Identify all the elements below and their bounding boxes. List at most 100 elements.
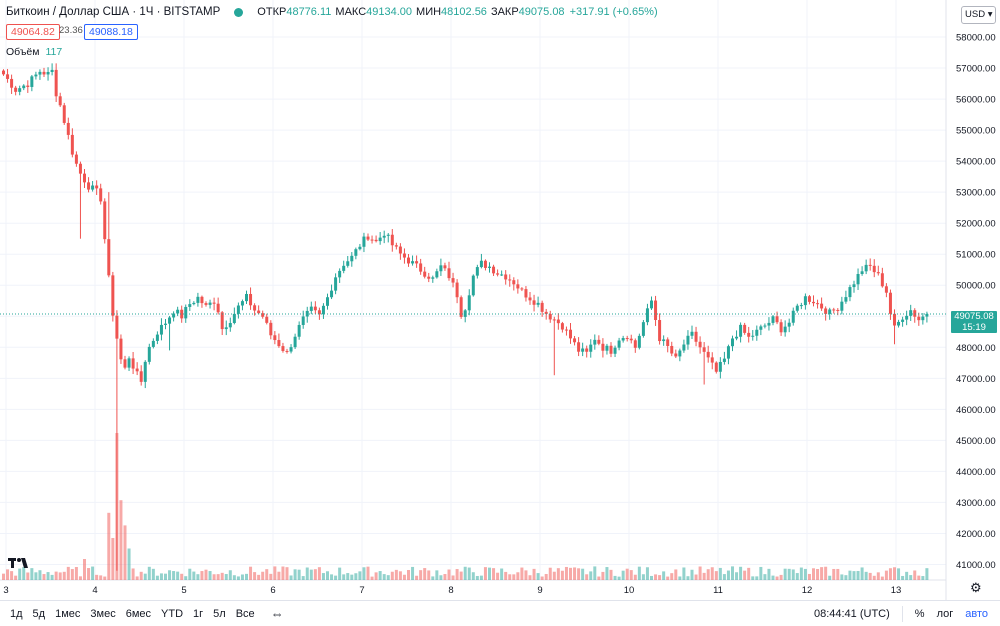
- bar-countdown: 15:19: [962, 322, 986, 333]
- volume-bar: [650, 575, 653, 580]
- candle-body: [342, 265, 346, 271]
- volume-bar: [74, 567, 78, 580]
- candle-body: [6, 74, 10, 79]
- candle-body: [852, 284, 856, 288]
- volume-bar: [597, 576, 601, 580]
- candle-body: [200, 296, 204, 304]
- candle-body: [58, 96, 62, 106]
- sell-price-button[interactable]: 49064.82: [6, 24, 60, 40]
- volume-bar: [795, 573, 799, 580]
- candle-body: [512, 280, 516, 285]
- candle-body: [257, 310, 261, 314]
- volume-bar: [127, 548, 131, 580]
- date-range-calendar-icon[interactable]: ⇔: [270, 606, 284, 621]
- clock-time[interactable]: 08:44:41 (UTC): [813, 607, 890, 620]
- range-button-8[interactable]: Все: [235, 607, 255, 620]
- range-button-3[interactable]: 3мес: [90, 607, 116, 620]
- volume-bar: [694, 574, 698, 580]
- candle-body: [38, 71, 42, 75]
- volume-bar: [212, 574, 216, 580]
- candle-body: [609, 345, 613, 354]
- candle-body: [516, 284, 520, 289]
- candle-body: [755, 329, 759, 336]
- candle-body: [297, 324, 301, 337]
- time-tick-label: 12: [802, 585, 813, 596]
- price-tick-label: 44000.00: [956, 467, 996, 478]
- price-chart[interactable]: 41000.00 42000.00 43000.00 44000.00 45000.00…: [0, 0, 1000, 600]
- last-price-value: 49075.08: [954, 311, 994, 322]
- candle-body: [787, 322, 791, 327]
- volume-bar: [654, 574, 658, 580]
- volume-bar: [540, 576, 544, 580]
- candle-body: [925, 313, 929, 317]
- volume-bar: [714, 571, 718, 580]
- candle-body: [763, 325, 767, 327]
- volume-bar: [921, 576, 925, 580]
- candle-body: [22, 85, 26, 89]
- candle-body: [358, 246, 362, 250]
- range-button-1[interactable]: 5д: [32, 607, 46, 620]
- candle-body: [326, 297, 329, 306]
- candle-body: [585, 348, 589, 352]
- volume-bar: [427, 570, 431, 580]
- range-button-6[interactable]: 1г: [193, 607, 204, 620]
- volume-bar: [14, 575, 18, 580]
- time-axis[interactable]: 3 4 5 6 7 8 9 10 11 12 13: [3, 585, 901, 596]
- volume-bar: [50, 574, 54, 580]
- candle-body: [10, 78, 14, 88]
- volume-bar: [196, 574, 200, 580]
- range-button-0[interactable]: 1д: [10, 607, 23, 620]
- candle-body: [893, 313, 896, 326]
- buy-price-button[interactable]: 49088.18: [84, 24, 138, 40]
- volume-bar: [897, 568, 901, 580]
- high-value: 49134.00: [366, 6, 413, 18]
- symbol-title[interactable]: Биткоин / Доллар США · 1Ч · BITSTAMP: [6, 6, 221, 18]
- volume-bar: [459, 571, 463, 580]
- volume-bar: [812, 568, 815, 580]
- candle-body: [143, 361, 147, 382]
- candle-body: [273, 335, 277, 341]
- auto-scale-toggle[interactable]: авто: [965, 607, 988, 620]
- range-button-2[interactable]: 1мес: [55, 607, 81, 620]
- tradingview-logo-icon[interactable]: [8, 556, 30, 570]
- volume-bar: [686, 576, 690, 580]
- candle-body: [820, 303, 824, 309]
- candle-body: [520, 288, 524, 290]
- range-button-4[interactable]: 6мес: [125, 607, 152, 620]
- candle-body: [791, 310, 795, 323]
- volume-bar: [556, 568, 560, 580]
- candle-body: [492, 266, 496, 274]
- range-button-7[interactable]: 5л: [213, 607, 226, 620]
- volume-bar: [415, 575, 419, 580]
- candle-body: [739, 324, 743, 337]
- log-scale-toggle[interactable]: лог: [936, 607, 954, 620]
- time-tick-label: 10: [624, 585, 635, 596]
- volume-bar: [783, 568, 787, 580]
- volume-bar: [702, 572, 706, 580]
- volume-bar: [374, 572, 378, 580]
- volume-bar: [633, 574, 637, 580]
- volume-bar: [135, 576, 139, 580]
- chart-grid: [0, 0, 946, 580]
- candle-body: [26, 85, 30, 87]
- price-axis[interactable]: 41000.00 42000.00 43000.00 44000.00 45000.00…: [956, 33, 996, 571]
- range-button-5[interactable]: YTD: [161, 607, 184, 620]
- candle-body: [508, 279, 512, 281]
- chart-settings-gear-icon[interactable]: ⚙: [970, 580, 982, 595]
- percent-scale-toggle[interactable]: %: [914, 607, 925, 620]
- candle-body: [524, 289, 528, 298]
- volume-bar: [739, 566, 743, 580]
- volume-bar: [172, 571, 176, 580]
- candle-body: [34, 74, 38, 77]
- volume-bar: [755, 576, 759, 580]
- time-tick-label: 11: [713, 585, 723, 596]
- candle-body: [605, 345, 609, 351]
- volume-bar: [601, 571, 605, 580]
- currency-selector[interactable]: USD ▾: [961, 6, 997, 24]
- candle-body: [54, 69, 58, 97]
- candle-body: [901, 319, 905, 322]
- volume-bar: [18, 568, 22, 580]
- candle-body: [483, 260, 487, 268]
- candle-body: [427, 276, 431, 279]
- price-tick-label: 43000.00: [956, 498, 996, 509]
